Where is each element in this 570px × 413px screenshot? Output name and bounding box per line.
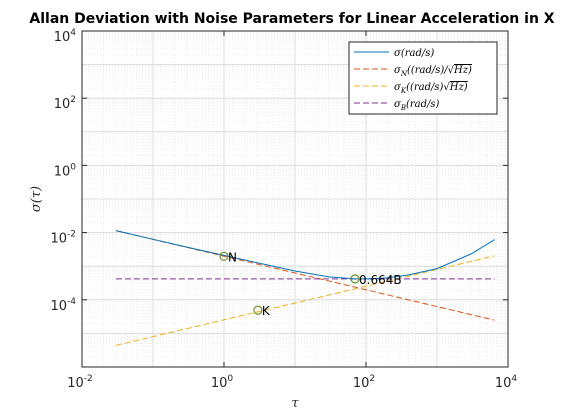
annotation-marker [350,274,360,284]
y-tick-label: 10-4 [50,297,76,314]
legend-entry-label: σN((rad/s)/√Hz) [394,65,472,78]
annotation-label: K [262,304,271,318]
x-tick-label: 10-2 [67,374,93,391]
series-line-2 [115,255,495,346]
series-line-0 [115,230,495,280]
y-tick-label: 102 [54,95,76,112]
plot-area-frame [81,30,509,368]
y-axis-label: σ(τ) [29,186,44,212]
legend: σ(rad/s) σN((rad/s)/√Hz) σK((rad/s)√Hz) σB(… [348,41,498,115]
annotation-marker [219,251,229,261]
y-tick-label: 100 [54,162,77,179]
x-tick-label: 102 [353,374,375,391]
axis-ticks: 10-2 100 102 104 10-4 10-2 100 102 104 [50,28,517,391]
annotation-marker [253,305,263,315]
annotations: N K 0.664B [219,250,402,318]
legend-entry-label: σK((rad/s)√Hz) [394,82,468,95]
chart-title: Allan Deviation with Noise Parameters fo… [29,11,554,27]
annotation-label: N [228,250,237,264]
legend-entry-label: σB(rad/s) [394,99,440,112]
y-tick-label: 104 [54,28,77,45]
annotation-label: 0.664B [359,273,402,287]
legend-box [348,41,498,115]
x-tick-label: 104 [495,374,518,391]
series-lines [115,230,495,346]
legend-entry-label: σ(rad/s) [394,48,434,59]
y-tick-label: 10-2 [50,230,76,247]
x-tick-label: 100 [211,374,234,391]
x-axis-label: τ [291,396,299,411]
